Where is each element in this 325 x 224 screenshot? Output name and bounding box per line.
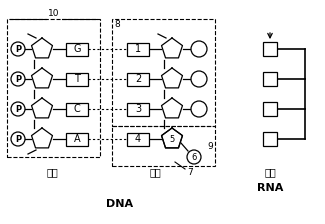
Text: 4: 4	[135, 134, 141, 144]
Bar	[127, 133, 149, 146]
Bar	[112, 126, 215, 166]
Circle shape	[11, 102, 25, 116]
Text: 7: 7	[187, 168, 193, 177]
Bar	[66, 43, 88, 56]
Text: 乙链: 乙链	[149, 167, 161, 177]
Bar	[112, 19, 215, 126]
Polygon shape	[162, 128, 182, 148]
Text: A: A	[74, 134, 80, 144]
Circle shape	[11, 132, 25, 146]
Bar	[127, 43, 149, 56]
Bar	[263, 72, 277, 86]
Text: 丙链: 丙链	[264, 167, 276, 177]
Polygon shape	[32, 128, 52, 148]
Text: 甲链: 甲链	[46, 167, 58, 177]
Bar	[66, 103, 88, 116]
Bar	[7, 19, 100, 157]
Circle shape	[11, 42, 25, 56]
Text: P: P	[15, 75, 21, 84]
Bar	[127, 103, 149, 116]
Text: 3: 3	[135, 104, 141, 114]
Bar	[127, 73, 149, 86]
Text: RNA: RNA	[257, 183, 283, 193]
Polygon shape	[32, 68, 52, 88]
Text: DNA: DNA	[107, 199, 134, 209]
Text: 8: 8	[114, 20, 120, 29]
Polygon shape	[162, 68, 182, 88]
Polygon shape	[32, 98, 52, 118]
Text: P: P	[15, 45, 21, 54]
Polygon shape	[162, 128, 182, 148]
Circle shape	[191, 101, 207, 117]
Bar	[263, 102, 277, 116]
Circle shape	[191, 41, 207, 57]
Text: G: G	[73, 44, 81, 54]
Bar	[263, 42, 277, 56]
Bar	[66, 133, 88, 146]
Circle shape	[191, 71, 207, 87]
Bar	[66, 73, 88, 86]
Polygon shape	[162, 38, 182, 58]
Bar	[263, 132, 277, 146]
Text: C: C	[74, 104, 80, 114]
Text: T: T	[74, 74, 80, 84]
Text: 6: 6	[191, 153, 197, 162]
Text: P: P	[15, 134, 21, 144]
Circle shape	[11, 72, 25, 86]
Polygon shape	[162, 98, 182, 118]
Polygon shape	[32, 38, 52, 58]
Text: 5: 5	[169, 134, 175, 144]
Circle shape	[187, 150, 201, 164]
Text: P: P	[15, 105, 21, 114]
Text: 10: 10	[48, 9, 59, 18]
Text: 1: 1	[135, 44, 141, 54]
Text: 2: 2	[135, 74, 141, 84]
Text: 9: 9	[207, 142, 213, 151]
